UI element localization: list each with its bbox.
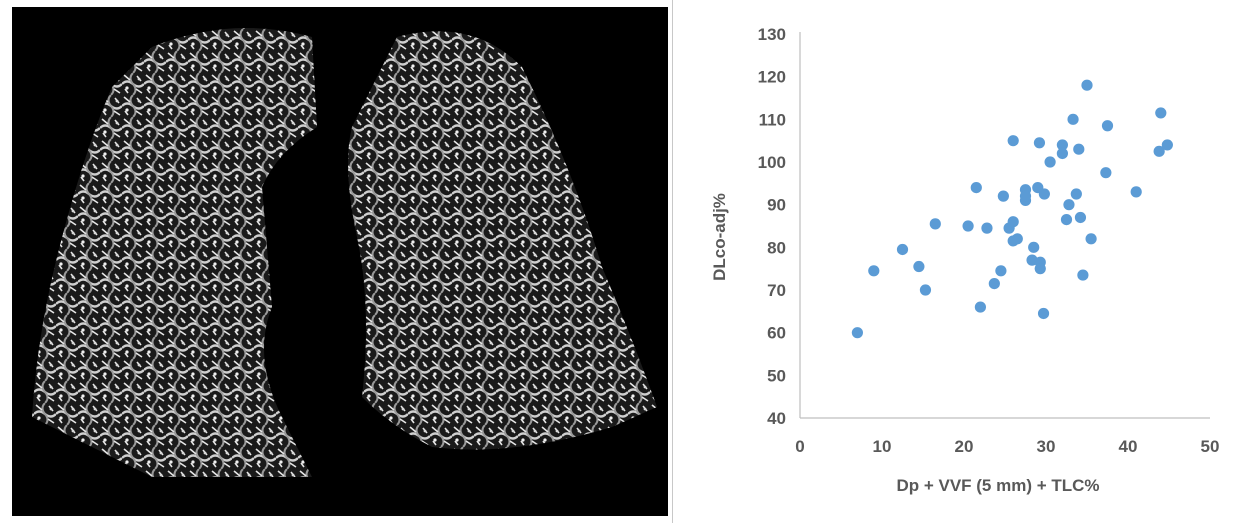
x-tick-label: 30 bbox=[1037, 437, 1056, 456]
data-point bbox=[970, 182, 982, 194]
data-point bbox=[1153, 145, 1165, 157]
data-point bbox=[1038, 188, 1050, 200]
scatter-chart: 40 50 60 70 80 90 100 110 120 130 0 10 20 30 40 50 Dp … bbox=[710, 25, 1220, 495]
data-point bbox=[1077, 269, 1089, 281]
data-point bbox=[1037, 307, 1050, 320]
data-point bbox=[1130, 186, 1142, 198]
data-point bbox=[1007, 135, 1019, 147]
data-point bbox=[1060, 214, 1073, 226]
x-tick-label: 20 bbox=[955, 437, 974, 456]
data-point bbox=[1028, 241, 1040, 253]
x-tick-label: 0 bbox=[795, 437, 804, 456]
lung-render-svg bbox=[12, 7, 668, 516]
y-tick-label: 100 bbox=[758, 153, 786, 172]
y-axis-label: DLco-adj% bbox=[710, 193, 729, 281]
data-point bbox=[1100, 167, 1112, 179]
data-point bbox=[995, 265, 1007, 277]
data-point bbox=[1044, 156, 1056, 168]
y-tick-label: 50 bbox=[767, 366, 786, 385]
y-tick-label: 60 bbox=[767, 324, 786, 343]
data-point bbox=[896, 243, 909, 256]
data-point bbox=[913, 260, 925, 273]
data-point bbox=[1019, 190, 1032, 202]
data-point bbox=[1074, 211, 1087, 224]
data-point bbox=[919, 284, 932, 296]
data-point bbox=[1034, 263, 1046, 275]
data-point bbox=[988, 278, 1000, 290]
data-point bbox=[1056, 147, 1068, 160]
y-tick-label: 120 bbox=[758, 68, 786, 87]
data-point bbox=[1070, 188, 1082, 200]
panel-divider bbox=[672, 0, 673, 523]
data-point bbox=[981, 222, 993, 234]
y-tick-label: 90 bbox=[767, 196, 786, 215]
data-point bbox=[1033, 137, 1046, 149]
data-point bbox=[1067, 113, 1079, 125]
data-point bbox=[974, 301, 986, 313]
y-tick-label: 70 bbox=[767, 281, 786, 300]
x-axis-label: Dp + VVF (5 mm) + TLC% bbox=[896, 476, 1099, 495]
data-point bbox=[1085, 233, 1097, 245]
data-point bbox=[1056, 139, 1068, 151]
data-point bbox=[851, 327, 863, 339]
data-point bbox=[929, 218, 941, 230]
data-point bbox=[1073, 143, 1085, 155]
data-point bbox=[962, 220, 974, 232]
data-point bbox=[1007, 216, 1019, 228]
y-tick-label: 40 bbox=[767, 409, 786, 428]
y-tick-label: 80 bbox=[767, 238, 786, 257]
left-lung-shape bbox=[348, 31, 657, 450]
data-point bbox=[1161, 139, 1173, 151]
data-point bbox=[1081, 79, 1093, 91]
data-point bbox=[1155, 107, 1167, 119]
lung-vasculature-image bbox=[12, 7, 668, 516]
data-point bbox=[868, 265, 880, 277]
x-tick-label: 40 bbox=[1119, 437, 1138, 456]
y-tick-label: 130 bbox=[758, 25, 786, 44]
right-lung-shape bbox=[32, 28, 317, 477]
data-point bbox=[1063, 199, 1075, 211]
x-tick-label: 10 bbox=[873, 437, 892, 456]
data-point bbox=[1101, 120, 1114, 132]
scatter-chart-panel: 40 50 60 70 80 90 100 110 120 130 0 10 20 30 40 50 Dp … bbox=[678, 5, 1239, 518]
y-tick-label: 110 bbox=[759, 110, 786, 129]
data-point bbox=[997, 190, 1009, 202]
data-point bbox=[1011, 233, 1023, 245]
x-tick-label: 50 bbox=[1201, 437, 1220, 456]
